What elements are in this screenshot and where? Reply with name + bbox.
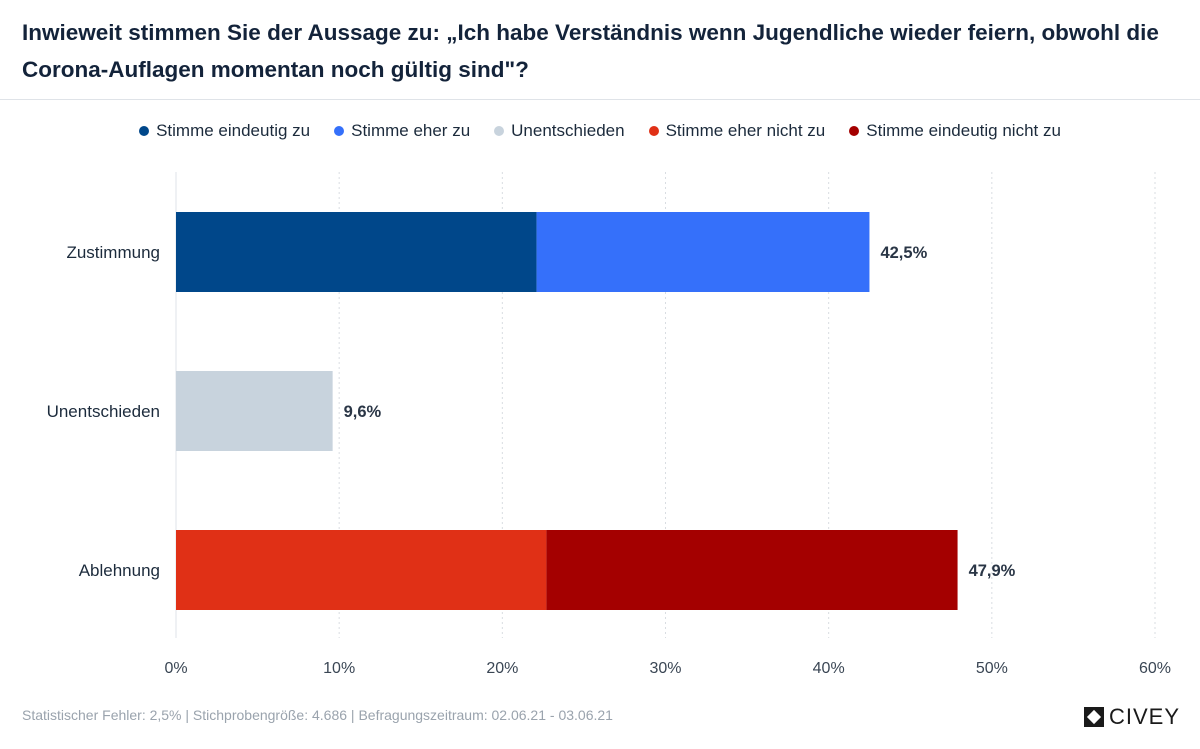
x-tick-label: 60% bbox=[1139, 660, 1171, 677]
y-category-label: Zustimmung bbox=[66, 243, 160, 262]
legend-dot-icon bbox=[849, 126, 860, 136]
legend-label: Stimme eher zu bbox=[351, 121, 471, 140]
bar-chart: 0% 10% 20% 30% 40% 50% 60% Zustimmung 42,5% Unent… bbox=[47, 172, 1171, 677]
legend-label: Stimme eindeutig zu bbox=[156, 121, 311, 140]
legend-item-eindeutig-zu[interactable]: Stimme eindeutig zu bbox=[139, 121, 310, 141]
legend: Stimme eindeutig zu Stimme eher zu Unent… bbox=[0, 118, 1200, 144]
x-tick-label: 0% bbox=[164, 660, 187, 677]
x-tick-label: 10% bbox=[323, 660, 355, 677]
bar-segment bbox=[546, 530, 958, 610]
civey-logo-icon bbox=[1083, 707, 1104, 727]
bar-total-label: 42,5% bbox=[880, 244, 927, 262]
x-tick-label: 40% bbox=[813, 660, 845, 677]
brand-name: CIVEY bbox=[1108, 704, 1180, 729]
bar-segment bbox=[176, 212, 537, 292]
footer-info: Statistischer Fehler: 2,5% | Stichproben… bbox=[22, 707, 613, 723]
title-divider bbox=[0, 99, 1200, 100]
legend-item-eher-zu[interactable]: Stimme eher zu bbox=[334, 121, 470, 141]
civey-logo: CIVEY bbox=[1083, 704, 1180, 730]
legend-item-eher-nicht-zu[interactable]: Stimme eher nicht zu bbox=[648, 121, 826, 141]
x-tick-label: 30% bbox=[649, 660, 681, 677]
legend-dot-icon bbox=[648, 126, 659, 136]
legend-label: Unentschieden bbox=[511, 121, 625, 140]
bar-total-label: 47,9% bbox=[969, 562, 1016, 580]
legend-dot-icon bbox=[494, 126, 505, 136]
x-tick-label: 50% bbox=[976, 660, 1008, 677]
bar-segment bbox=[176, 530, 547, 610]
legend-dot-icon bbox=[334, 126, 345, 136]
legend-item-unentschieden[interactable]: Unentschieden bbox=[494, 121, 625, 141]
x-tick-label: 20% bbox=[486, 660, 518, 677]
legend-label: Stimme eher nicht zu bbox=[665, 121, 826, 140]
bar-segment bbox=[536, 212, 870, 292]
y-category-label: Unentschieden bbox=[47, 402, 160, 421]
bar-segment bbox=[176, 371, 333, 451]
legend-item-eindeutig-nicht-zu[interactable]: Stimme eindeutig nicht zu bbox=[849, 121, 1061, 141]
legend-dot-icon bbox=[139, 126, 150, 136]
legend-label: Stimme eindeutig nicht zu bbox=[866, 121, 1061, 140]
bar-total-label: 9,6% bbox=[344, 403, 382, 421]
chart-title: Inwieweit stimmen Sie der Aussage zu: „I… bbox=[22, 20, 1159, 82]
y-category-label: Ablehnung bbox=[79, 561, 160, 580]
